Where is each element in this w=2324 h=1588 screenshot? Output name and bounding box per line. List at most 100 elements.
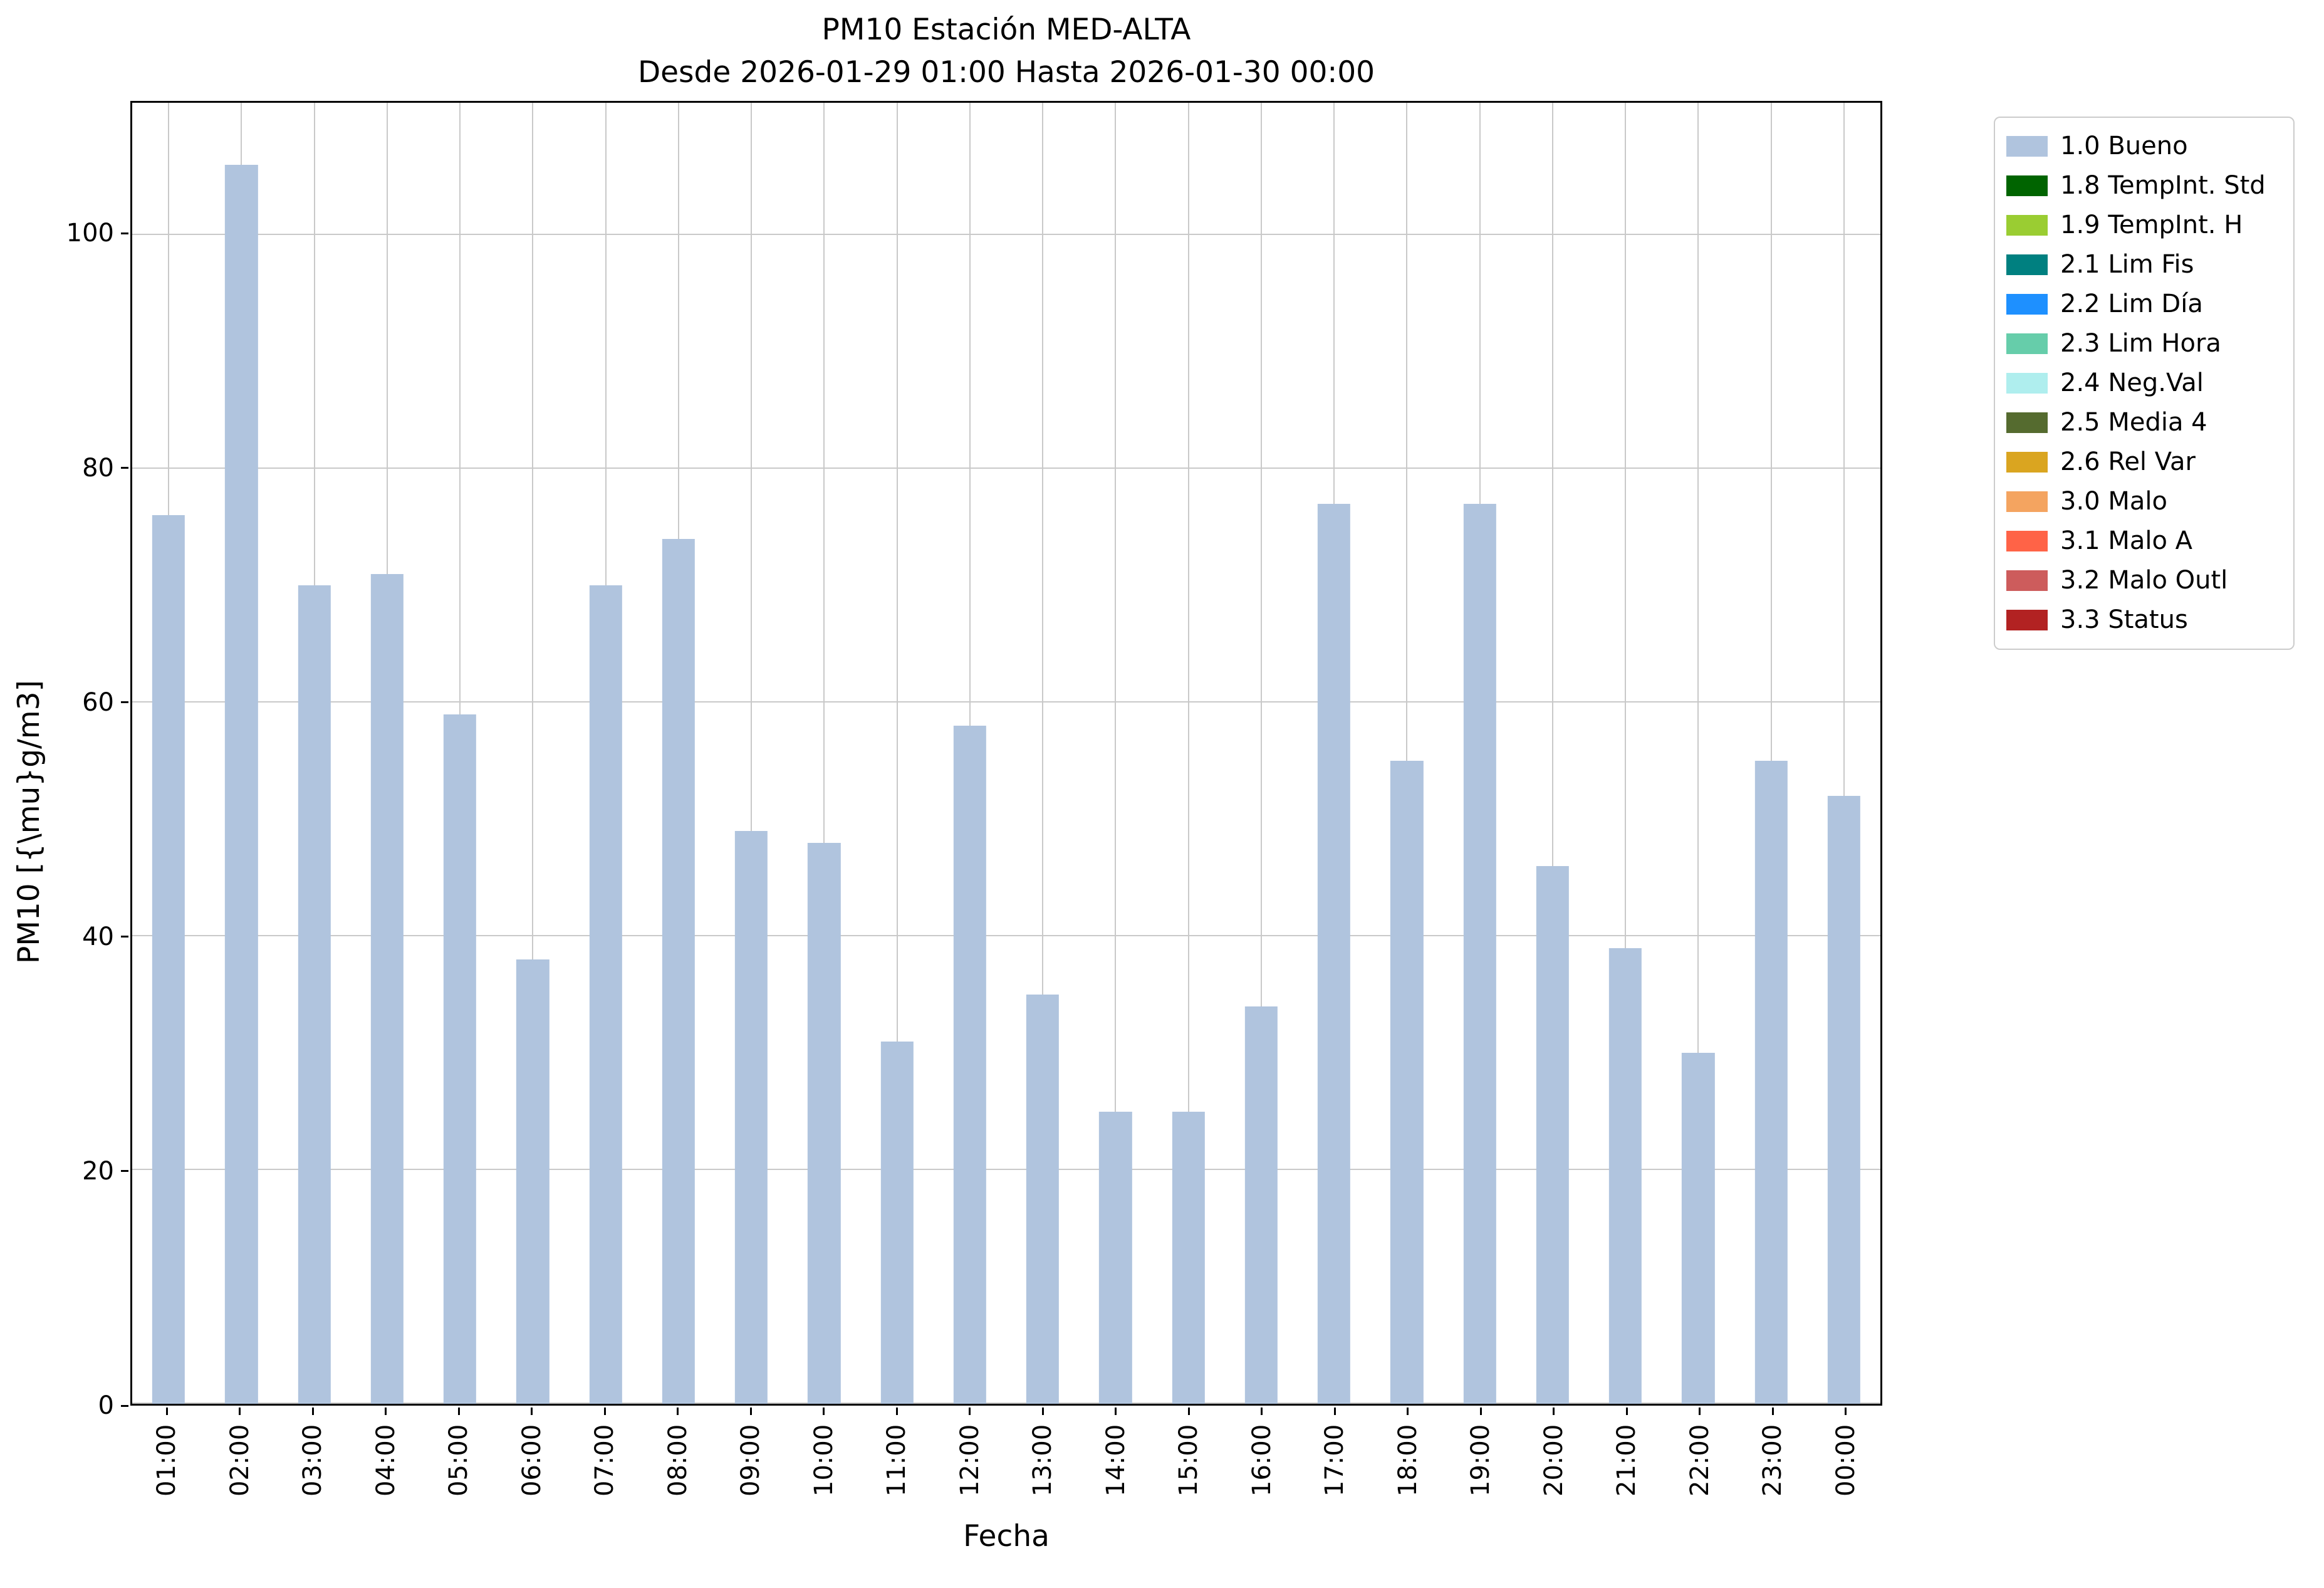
x-tick-label: 05:00: [444, 1424, 474, 1497]
legend-swatch: [2006, 531, 2048, 551]
horizontal-gridline: [132, 233, 1880, 235]
bar-22-00: [1682, 1053, 1715, 1404]
legend-swatch: [2006, 254, 2048, 275]
legend-swatch: [2006, 373, 2048, 394]
legend-label: 2.5 Media 4: [2060, 408, 2207, 437]
chart-title-line1: PM10 Estación MED-ALTA: [821, 13, 1191, 47]
x-tick-label: 18:00: [1393, 1424, 1422, 1497]
legend-label: 2.3 Lim Hora: [2060, 329, 2221, 358]
x-tick-label: 06:00: [517, 1424, 546, 1497]
vertical-gridline: [1551, 103, 1553, 1404]
x-axis-tick: [823, 1408, 825, 1415]
legend-label: 1.0 Bueno: [2060, 132, 2188, 160]
x-axis-tick: [603, 1408, 606, 1415]
bar-00-00: [1827, 796, 1861, 1404]
bar-03-00: [298, 585, 331, 1404]
legend-label: 3.2 Malo Outl: [2060, 566, 2228, 595]
vertical-gridline: [1770, 103, 1772, 1404]
x-tick-label: 13:00: [1028, 1424, 1058, 1497]
vertical-gridline: [751, 103, 753, 1404]
x-tick-label: 15:00: [1174, 1424, 1204, 1497]
x-axis-tick: [677, 1408, 679, 1415]
x-axis-tick: [531, 1408, 533, 1415]
bar-15-00: [1172, 1111, 1205, 1404]
x-tick-label: 10:00: [809, 1424, 838, 1497]
bar-10-00: [808, 842, 841, 1404]
bar-13-00: [1026, 995, 1060, 1404]
legend-swatch: [2006, 412, 2048, 433]
bar-18-00: [1390, 761, 1424, 1404]
bar-12-00: [953, 726, 987, 1404]
x-tick-label: 09:00: [736, 1424, 766, 1497]
legend-item: 3.0 Malo: [2006, 482, 2282, 521]
bar-04-00: [370, 573, 404, 1404]
x-axis-tick: [239, 1408, 241, 1415]
x-axis-tick: [1845, 1408, 1847, 1415]
legend-swatch: [2006, 491, 2048, 512]
x-tick-label: 03:00: [298, 1424, 328, 1497]
legend-swatch: [2006, 570, 2048, 591]
vertical-gridline: [896, 103, 898, 1404]
x-tick-label: 02:00: [225, 1424, 254, 1497]
chart-title: PM10 Estación MED-ALTA Desde 2026-01-29 …: [130, 9, 1882, 94]
x-axis-tick: [165, 1408, 168, 1415]
bar-01-00: [152, 515, 185, 1404]
x-axis-tick: [1479, 1408, 1482, 1415]
y-tick-label: 40: [82, 922, 114, 951]
bar-17-00: [1317, 503, 1351, 1404]
legend-item: 2.3 Lim Hora: [2006, 324, 2282, 363]
vertical-gridline: [1115, 103, 1117, 1404]
bar-07-00: [589, 585, 622, 1404]
x-axis-tick: [749, 1408, 752, 1415]
x-axis-tick: [1407, 1408, 1409, 1415]
y-axis-tick: [121, 1404, 128, 1407]
x-tick-label: 00:00: [1831, 1424, 1860, 1497]
vertical-gridline: [823, 103, 825, 1404]
x-tick-label: 01:00: [152, 1424, 182, 1497]
x-tick-label: 12:00: [955, 1424, 984, 1497]
legend-item: 3.2 Malo Outl: [2006, 561, 2282, 600]
legend: 1.0 Bueno 1.8 TempInt. Std 1.9 TempInt. H 2…: [1994, 117, 2295, 650]
x-tick-label: 14:00: [1101, 1424, 1130, 1497]
legend-item: 2.2 Lim Día: [2006, 285, 2282, 324]
bar-16-00: [1244, 1006, 1278, 1404]
x-axis-tick: [895, 1408, 898, 1415]
x-tick-label: 07:00: [590, 1424, 620, 1497]
legend-label: 1.9 TempInt. H: [2060, 211, 2243, 239]
vertical-gridline: [1843, 103, 1845, 1404]
vertical-gridline: [1042, 103, 1044, 1404]
legend-swatch: [2006, 215, 2048, 236]
legend-item: 2.4 Neg.Val: [2006, 363, 2282, 403]
legend-label: 2.4 Neg.Val: [2060, 368, 2204, 397]
legend-swatch: [2006, 175, 2048, 196]
x-axis-tick: [1261, 1408, 1263, 1415]
x-axis-label: Fecha: [963, 1519, 1050, 1554]
bar-14-00: [1099, 1111, 1132, 1404]
legend-label: 1.8 TempInt. Std: [2060, 171, 2266, 200]
x-axis-tick: [385, 1408, 387, 1415]
legend-label: 2.2 Lim Día: [2060, 290, 2203, 318]
bar-21-00: [1608, 948, 1642, 1404]
bar-11-00: [880, 1041, 914, 1404]
x-axis-tick: [1625, 1408, 1628, 1415]
legend-item: 2.1 Lim Fis: [2006, 245, 2282, 285]
plot-area: [130, 101, 1882, 1406]
bar-23-00: [1754, 761, 1788, 1404]
y-tick-label: 20: [82, 1156, 114, 1186]
bar-09-00: [734, 831, 768, 1404]
y-axis-tick: [121, 467, 128, 469]
x-axis-tick: [1771, 1408, 1774, 1415]
legend-label: 2.6 Rel Var: [2060, 447, 2196, 476]
vertical-gridline: [1187, 103, 1189, 1404]
y-axis-tick: [121, 1170, 128, 1173]
legend-swatch: [2006, 333, 2048, 354]
x-tick-label: 20:00: [1539, 1424, 1568, 1497]
legend-item: 1.0 Bueno: [2006, 127, 2282, 166]
legend-label: 3.3 Status: [2060, 605, 2188, 634]
vertical-gridline: [1697, 103, 1699, 1404]
y-axis-tick: [121, 232, 128, 234]
legend-item: 1.8 TempInt. Std: [2006, 166, 2282, 206]
x-tick-label: 11:00: [882, 1424, 912, 1497]
horizontal-gridline: [132, 467, 1880, 469]
